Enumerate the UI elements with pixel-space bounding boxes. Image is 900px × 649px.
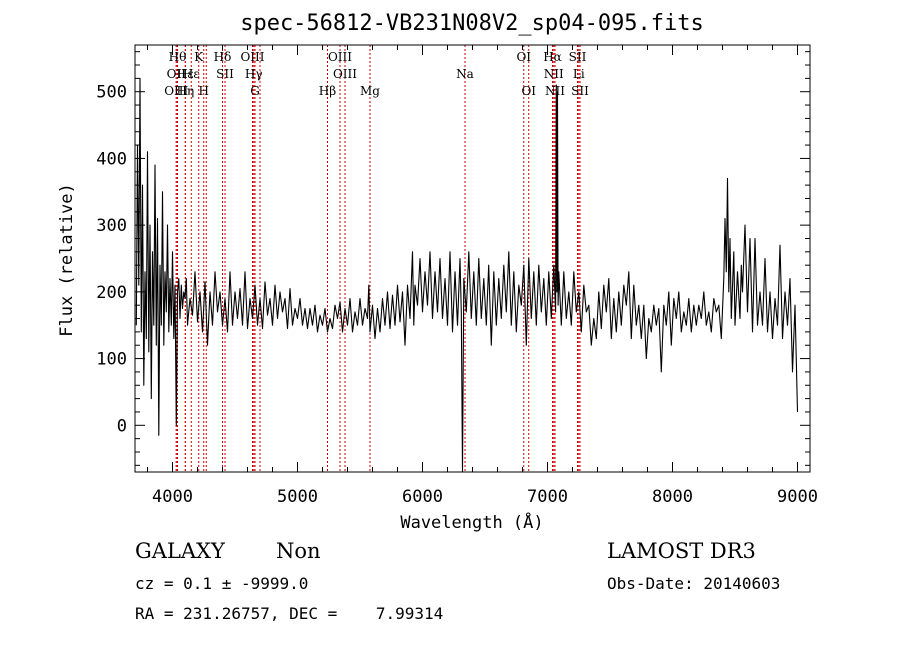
line-markers	[175, 45, 581, 472]
x-tick-label: 7000	[527, 487, 568, 507]
y-tick-label: 500	[96, 83, 127, 103]
x-axis-label: Wavelength (Å)	[400, 511, 543, 533]
line-label-12: Hγ	[245, 67, 263, 81]
y-axis-ticks: 0 100 200 300 400 500	[96, 51, 810, 466]
flux-series-line-0	[135, 77, 799, 473]
line-label-20: OI	[516, 50, 531, 64]
spectrum-chart: spec-56812-VB231N08V2_sp04-095.fits OII O…	[57, 11, 818, 533]
coordinates: RA = 231.26757, DEC = 7.99314	[135, 604, 444, 623]
line-label-7: H	[199, 84, 209, 98]
line-label-9: Hδ	[214, 50, 232, 64]
line-label-24: NII	[545, 84, 565, 98]
line-label-27: SII	[571, 84, 589, 98]
line-label-26: Li	[573, 67, 585, 81]
y-tick-label: 100	[96, 350, 127, 370]
observation-date: Obs-Date: 20140603	[607, 574, 781, 593]
line-label-5: Hε	[183, 67, 200, 81]
flux-series	[135, 77, 799, 473]
survey-name: LAMOST DR3	[607, 539, 756, 563]
y-tick-label: 300	[96, 216, 127, 236]
y-axis-label: Flux (relative)	[57, 183, 77, 337]
line-label-22: Hα	[543, 50, 562, 64]
line-label-21: OI	[521, 84, 536, 98]
line-label-13: G	[250, 84, 260, 98]
plot-frame	[134, 44, 811, 473]
line-label-4: Hη	[177, 84, 195, 98]
line-label-16: OIII	[328, 50, 352, 64]
line-label-23: NII	[544, 67, 564, 81]
line-label-17: OIII	[333, 67, 357, 81]
x-axis-ticks: 4000 5000 6000 7000 8000 9000	[147, 45, 818, 507]
x-tick-label: 5000	[277, 487, 318, 507]
x-tick-label: 6000	[402, 487, 443, 507]
y-tick-label: 0	[117, 416, 127, 436]
line-label-10: SII	[216, 67, 234, 81]
line-label-3: Hε	[177, 67, 194, 81]
line-label-1: OIII	[164, 84, 188, 98]
x-tick-label: 9000	[777, 487, 818, 507]
line-label-25: SII	[569, 50, 587, 64]
line-label-2: Hθ	[169, 50, 187, 64]
x-tick-label: 8000	[652, 487, 693, 507]
y-tick-label: 200	[96, 283, 127, 303]
redshift-value: cz = 0.1 ± -9999.0	[135, 574, 309, 593]
line-label-19: Na	[456, 67, 474, 81]
object-class: GALAXY	[135, 539, 225, 563]
y-tick-label: 400	[96, 149, 127, 169]
x-tick-label: 4000	[152, 487, 193, 507]
line-label-18: Mg	[360, 84, 380, 98]
line-label-6: K	[194, 50, 204, 64]
object-subclass: Non	[276, 539, 321, 563]
chart-title: spec-56812-VB231N08V2_sp04-095.fits	[240, 11, 704, 36]
line-label-15: Hβ	[319, 84, 336, 98]
line-label-0: OII	[167, 67, 187, 81]
line-label-11: OIII	[240, 50, 264, 64]
